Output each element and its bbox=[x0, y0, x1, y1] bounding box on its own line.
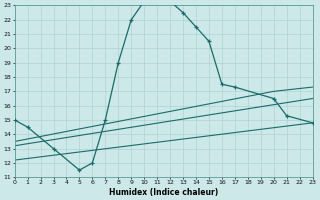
X-axis label: Humidex (Indice chaleur): Humidex (Indice chaleur) bbox=[109, 188, 218, 197]
